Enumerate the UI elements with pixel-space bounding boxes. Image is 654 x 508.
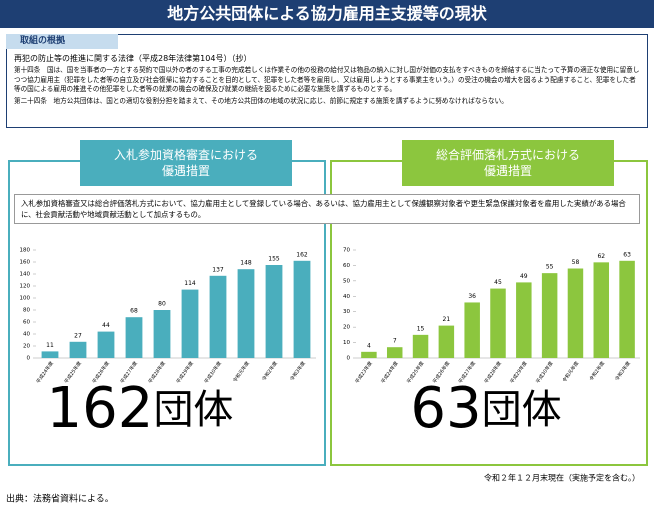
law-title: 再犯の防止等の推進に関する法律（平成28年法律第104号）（抄） (14, 54, 252, 63)
total-count: 162 (47, 376, 154, 441)
y-tick-label: 70 (343, 248, 350, 254)
bar (438, 325, 455, 358)
y-tick-label: 40 (23, 332, 30, 338)
value-label: 44 (102, 322, 110, 329)
bar (41, 351, 59, 358)
y-tick-label: 10 (343, 340, 350, 346)
x-tick-label: 平成24年度 (379, 360, 399, 385)
y-tick-label: 0 (27, 356, 31, 362)
header-line: 総合評価落札方式における (435, 148, 580, 162)
value-label: 4 (367, 342, 371, 349)
value-label: 21 (443, 316, 451, 323)
as-of: 令和２年１２月末現在（実施予定を含む。） (484, 473, 640, 483)
bar (490, 288, 506, 358)
value-label: 80 (158, 301, 166, 308)
y-tick-label: 180 (20, 248, 31, 254)
x-tick-label: 令和元年度 (561, 360, 581, 384)
value-label: 7 (393, 338, 397, 345)
y-tick-label: 20 (23, 344, 30, 350)
value-label: 114 (184, 280, 196, 287)
y-tick-label: 50 (343, 278, 350, 284)
bar (125, 317, 143, 358)
value-label: 137 (212, 266, 224, 273)
x-tick-label: 令和2年度 (260, 360, 279, 382)
total: 63団体 (410, 376, 561, 441)
bar (265, 265, 283, 358)
bar (209, 275, 227, 358)
x-tick-label: 平成28年度 (147, 360, 167, 385)
value-label: 148 (240, 260, 252, 267)
value-label: 162 (296, 251, 308, 258)
value-label: 58 (572, 259, 580, 266)
bar (97, 331, 115, 358)
header-line: 入札参加資格審査における (113, 148, 258, 162)
y-tick-label: 0 (347, 356, 351, 362)
law-text: 第十四条 国は、国を当事者の一方とする契約で国以外の者のする工事の完成若しくは作… (14, 66, 640, 108)
x-tick-label: 平成29年度 (508, 360, 528, 385)
total: 162団体 (47, 376, 234, 441)
y-tick-label: 100 (20, 296, 31, 302)
bar (593, 262, 610, 358)
total-unit: 団体 (153, 387, 233, 433)
paragraph: 第十四条 国は、国を当事者の一方とする契約で国以外の者のする工事の完成若しくは作… (14, 66, 640, 93)
y-tick-label: 30 (343, 309, 350, 315)
bar (464, 302, 480, 358)
banner-title: 地方公共団体による協力雇用主支援等の現状 (0, 0, 654, 28)
x-tick-label: 令和3年度 (613, 360, 632, 382)
x-tick-label: 平成28年度 (483, 360, 503, 385)
paragraph: 第二十四条 地方公共団体は、国との適切な役割分担を踏まえて、その地方公共団体の地… (14, 96, 508, 105)
value-label: 63 (623, 251, 631, 258)
value-label: 49 (520, 273, 528, 280)
x-tick-label: 平成23年度 (354, 360, 374, 385)
basis-box (6, 34, 648, 128)
x-tick-label: 令和3年度 (288, 360, 307, 382)
value-label: 11 (46, 342, 54, 349)
x-tick-label: 令和2年度 (588, 360, 607, 382)
value-label: 15 (417, 325, 425, 332)
bar (386, 347, 403, 358)
y-tick-label: 140 (20, 272, 31, 278)
total-count: 63 (410, 376, 481, 441)
header-line: 優遇措置 (161, 164, 210, 178)
bar (412, 334, 429, 358)
bar (541, 273, 558, 358)
value-label: 27 (74, 332, 82, 339)
y-tick-label: 120 (20, 284, 31, 290)
panel-header: 総合評価落札方式における 優遇措置 (402, 140, 614, 186)
x-tick-label: 令和元年度 (231, 360, 251, 384)
header-line: 優遇措置 (483, 164, 532, 178)
note: 入札参加資格審査又は総合評価落札方式において、協力雇用主として登録している場合、… (14, 194, 640, 224)
bar (361, 351, 377, 358)
x-tick-label: 平成30年度 (534, 360, 554, 385)
value-label: 62 (597, 253, 605, 260)
value-label: 68 (130, 308, 138, 315)
panel-header: 入札参加資格審査における 優遇措置 (80, 140, 292, 186)
y-tick-label: 60 (23, 320, 30, 326)
total-unit: 団体 (482, 387, 562, 433)
y-tick-label: 80 (23, 308, 30, 314)
y-tick-label: 60 (343, 263, 350, 269)
bar (293, 260, 311, 358)
bar (181, 289, 199, 358)
bar (516, 282, 532, 358)
bar (69, 341, 87, 358)
x-tick-label: 平成30年度 (203, 360, 223, 385)
bar (153, 310, 171, 358)
source: 出典：法務省資料による。 (6, 493, 114, 505)
y-tick-label: 40 (343, 294, 350, 300)
value-label: 55 (546, 264, 554, 271)
basis-label: 取組の根拠 (6, 34, 118, 49)
y-tick-label: 160 (20, 260, 31, 266)
value-label: 36 (468, 293, 476, 300)
bar (567, 268, 584, 358)
x-tick-label: 平成29年度 (175, 360, 195, 385)
bar (237, 269, 255, 358)
value-label: 155 (268, 256, 280, 263)
value-label: 45 (494, 279, 502, 286)
y-tick-label: 20 (343, 325, 350, 331)
bar (619, 260, 635, 358)
